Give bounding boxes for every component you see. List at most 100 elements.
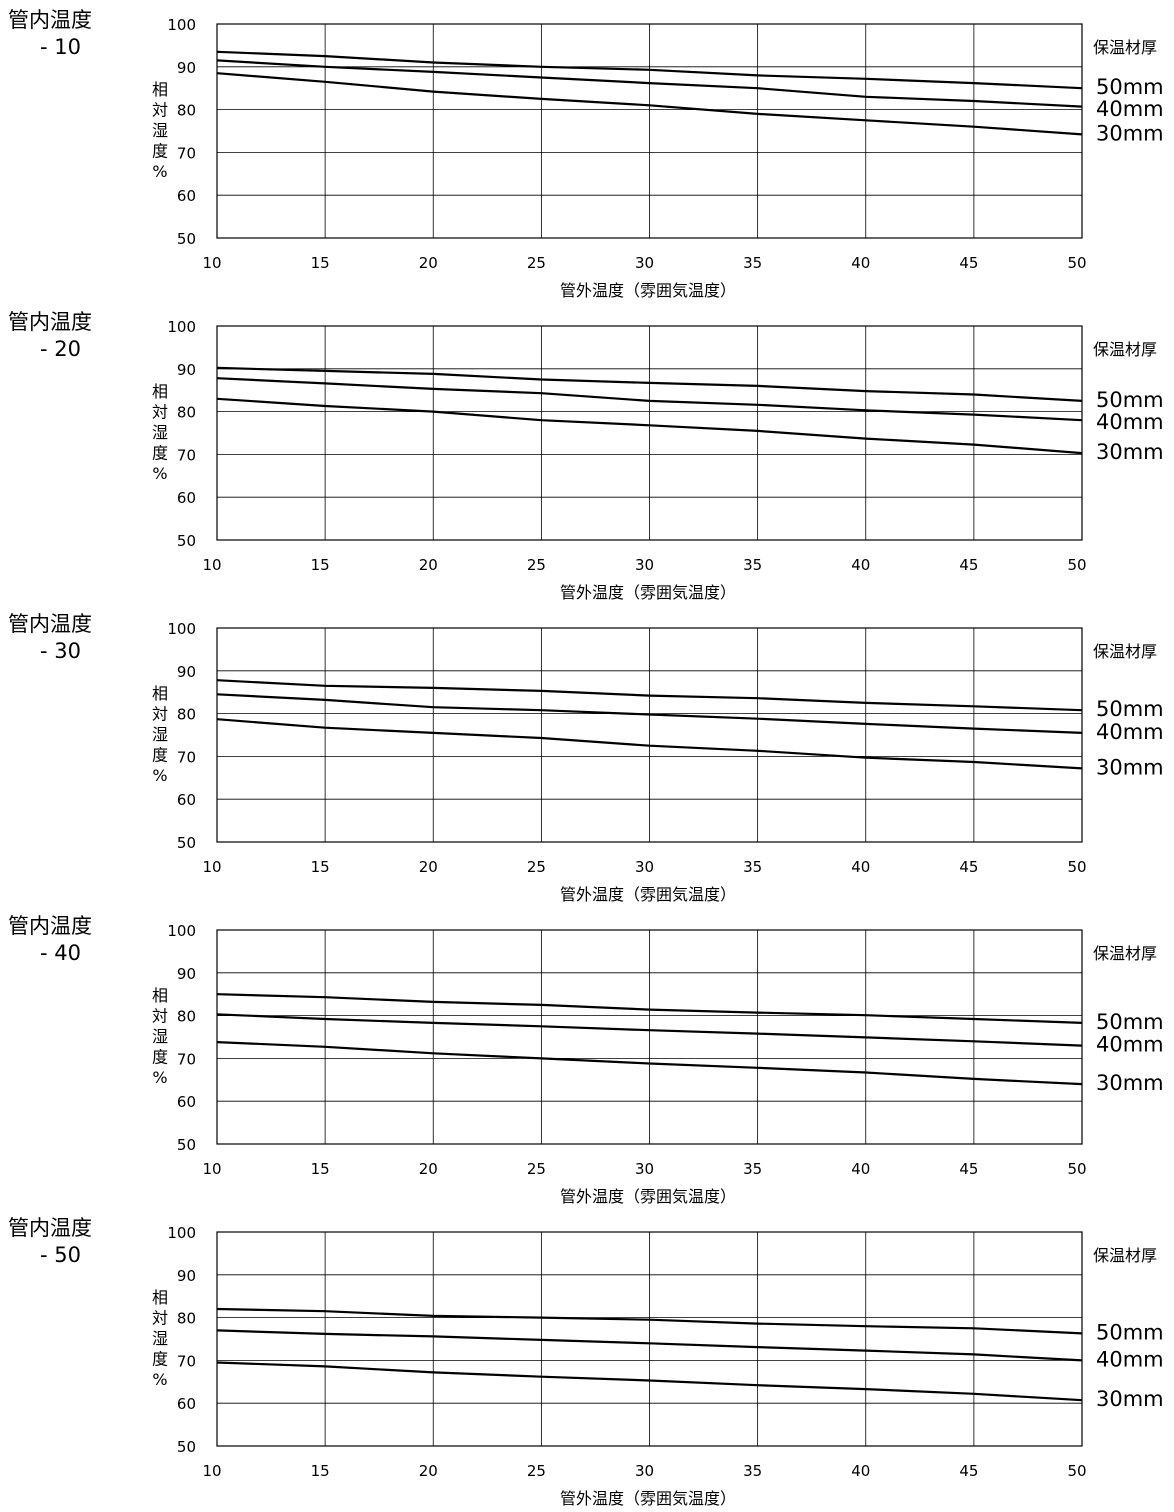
series-label: 50mm (1096, 75, 1164, 99)
y-tick-label: 90 (177, 361, 196, 379)
chart-panel-3: 管内温度 - 30 50 60 70 80 90 100 10 15 20 25 30 35 40 45 50 管… (8, 612, 1164, 904)
y-tick-label: 90 (177, 663, 196, 681)
x-axis-label: 管外温度（雰囲気温度） (560, 583, 736, 602)
legend-title: 保温材厚 (1093, 340, 1157, 359)
y-tick-label: 90 (177, 1267, 196, 1285)
y-tick-label: 70 (177, 446, 196, 464)
x-tick-label: 50 (1067, 858, 1086, 876)
x-tick-label: 15 (311, 1160, 330, 1178)
grid (216, 929, 1083, 1145)
y-tick-label: 60 (177, 187, 196, 205)
x-tick-label: 15 (311, 556, 330, 574)
y-tick-label: 70 (177, 1352, 196, 1370)
x-axis-label: 管外温度（雰囲気温度） (560, 1489, 736, 1508)
chart-subtitle: - 50 (40, 1243, 81, 1267)
series-label: 30mm (1096, 121, 1164, 145)
chart-panel-4: 管内温度 - 40 50 60 70 80 90 100 10 15 20 25 30 35 40 45 50 管… (8, 914, 1164, 1206)
x-tick-label: 45 (959, 1160, 978, 1178)
series-line-40mm (216, 1013, 1083, 1047)
plot-frame (216, 325, 1083, 541)
chart-title: 管内温度 (8, 310, 92, 334)
series-line-30mm (216, 72, 1083, 136)
x-tick-label: 25 (527, 858, 546, 876)
x-tick-label: 10 (202, 254, 221, 272)
x-tick-label: 20 (419, 254, 438, 272)
plot-frame (216, 23, 1083, 239)
series-line-30mm (216, 1361, 1083, 1402)
y-tick-label: 80 (177, 404, 196, 422)
y-tick-label: 100 (167, 620, 196, 638)
legend-title: 保温材厚 (1093, 642, 1157, 661)
x-tick-label: 20 (419, 1462, 438, 1480)
plot-frame (216, 1231, 1083, 1447)
x-tick-label: 50 (1067, 556, 1086, 574)
x-tick-label: 10 (202, 1160, 221, 1178)
series-line-30mm (216, 1041, 1083, 1086)
series-label: 40mm (1096, 97, 1164, 121)
chart-title: 管内温度 (8, 914, 92, 938)
series-label: 30mm (1096, 1387, 1164, 1411)
x-axis-label: 管外温度（雰囲気温度） (560, 885, 736, 904)
series-label: 50mm (1096, 388, 1164, 412)
x-tick-label: 25 (527, 254, 546, 272)
series-label: 50mm (1096, 697, 1164, 721)
y-axis-label: 相対湿度% (152, 1288, 168, 1389)
x-tick-label: 45 (959, 1462, 978, 1480)
plot-frame (216, 929, 1083, 1145)
x-tick-label: 45 (959, 858, 978, 876)
legend-title: 保温材厚 (1093, 1246, 1157, 1265)
chart-title: 管内温度 (8, 8, 92, 32)
x-axis-label: 管外温度（雰囲気温度） (560, 1187, 736, 1206)
grid (216, 23, 1083, 239)
legend-title: 保温材厚 (1093, 38, 1157, 57)
series-label: 30mm (1096, 440, 1164, 464)
x-tick-label: 10 (202, 556, 221, 574)
y-tick-label: 80 (177, 1310, 196, 1328)
x-tick-label: 30 (635, 254, 654, 272)
series-line-40mm (216, 377, 1083, 422)
y-axis-label: 相対湿度% (152, 684, 168, 785)
x-tick-label: 40 (851, 858, 870, 876)
x-tick-label: 25 (527, 556, 546, 574)
y-tick-label: 50 (177, 230, 196, 248)
y-tick-label: 70 (177, 144, 196, 162)
x-tick-label: 45 (959, 556, 978, 574)
chart-subtitle: - 40 (40, 941, 81, 965)
x-tick-label: 30 (635, 556, 654, 574)
y-tick-label: 60 (177, 1395, 196, 1413)
chart-panel-5: 管内温度 - 50 50 60 70 80 90 100 10 15 20 25 30 35 40 45 50 管… (8, 1216, 1164, 1508)
chart-title: 管内温度 (8, 612, 92, 636)
x-tick-label: 50 (1067, 254, 1086, 272)
y-tick-label: 50 (177, 1438, 196, 1456)
x-tick-label: 10 (202, 1462, 221, 1480)
x-tick-label: 35 (743, 1160, 762, 1178)
grid (216, 1231, 1083, 1447)
x-tick-label: 35 (743, 1462, 762, 1480)
x-tick-label: 35 (743, 556, 762, 574)
y-tick-label: 80 (177, 706, 196, 724)
y-tick-label: 50 (177, 834, 196, 852)
x-tick-label: 15 (311, 254, 330, 272)
x-tick-label: 40 (851, 1160, 870, 1178)
y-tick-label: 50 (177, 532, 196, 550)
series-line-30mm (216, 718, 1083, 770)
y-tick-label: 60 (177, 1093, 196, 1111)
chart-title: 管内温度 (8, 1216, 92, 1240)
series-label: 40mm (1096, 720, 1164, 744)
y-axis-label: 相対湿度% (152, 382, 168, 483)
y-tick-label: 80 (177, 102, 196, 120)
legend-title: 保温材厚 (1093, 944, 1157, 963)
x-tick-label: 30 (635, 1462, 654, 1480)
series-label: 50mm (1096, 1320, 1164, 1344)
x-tick-label: 20 (419, 556, 438, 574)
x-tick-label: 20 (419, 1160, 438, 1178)
chart-panel-1: 管内温度 - 10 50 60 70 80 90 100 10 15 20 25 30 35 40 45 50 管… (8, 8, 1164, 300)
y-tick-label: 70 (177, 748, 196, 766)
y-tick-label: 60 (177, 791, 196, 809)
x-tick-label: 45 (959, 254, 978, 272)
series-line-50mm (216, 679, 1083, 712)
x-tick-label: 30 (635, 858, 654, 876)
x-tick-label: 25 (527, 1160, 546, 1178)
